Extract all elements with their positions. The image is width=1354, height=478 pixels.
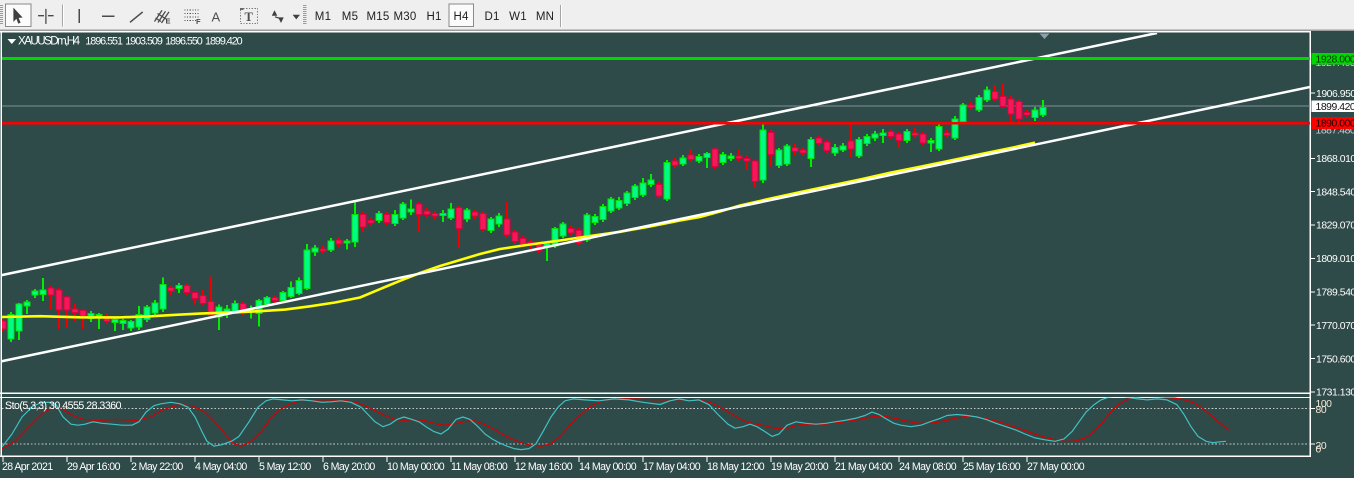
svg-text:24 May 08:00: 24 May 08:00	[899, 461, 957, 473]
svg-text:18 May 12:00: 18 May 12:00	[707, 461, 765, 473]
svg-text:M1: M1	[315, 11, 331, 23]
svg-text:1899.420: 1899.420	[205, 36, 243, 48]
svg-text:1770.070: 1770.070	[1316, 321, 1354, 332]
svg-text:21 May 04:00: 21 May 04:00	[835, 461, 893, 473]
svg-text:XAUUSDm,H4: XAUUSDm,H4	[18, 35, 81, 48]
svg-text:1848.540: 1848.540	[1316, 187, 1354, 198]
svg-text:1789.540: 1789.540	[1316, 288, 1354, 299]
svg-text:27 May 00:00: 27 May 00:00	[1027, 461, 1085, 473]
svg-text:1887.480: 1887.480	[1316, 126, 1354, 137]
svg-text:5 May 12:00: 5 May 12:00	[259, 461, 311, 473]
svg-text:4 May 04:00: 4 May 04:00	[195, 461, 247, 473]
svg-text:25 May 16:00: 25 May 16:00	[963, 461, 1021, 473]
svg-text:M30: M30	[394, 11, 417, 23]
svg-text:12 May 16:00: 12 May 16:00	[515, 461, 573, 473]
svg-text:H1: H1	[426, 11, 441, 23]
svg-text:1906.950: 1906.950	[1316, 89, 1354, 100]
svg-text:1809.010: 1809.010	[1316, 254, 1354, 265]
svg-text:W1: W1	[509, 11, 527, 23]
svg-text:20: 20	[1316, 441, 1327, 452]
svg-text:MN: MN	[536, 11, 554, 23]
svg-text:14 May 00:00: 14 May 00:00	[579, 461, 637, 473]
svg-text:0: 0	[1316, 445, 1322, 456]
svg-text:1868.010: 1868.010	[1316, 154, 1354, 165]
svg-text:F: F	[196, 17, 201, 26]
svg-text:1890.000: 1890.000	[1316, 119, 1354, 130]
svg-text:H4: H4	[453, 11, 469, 23]
svg-text:29 Apr 16:00: 29 Apr 16:00	[67, 461, 121, 473]
svg-text:80: 80	[1316, 405, 1327, 416]
svg-text:2 May 22:00: 2 May 22:00	[131, 461, 183, 473]
svg-text:T: T	[245, 10, 254, 24]
svg-text:17 May 04:00: 17 May 04:00	[643, 461, 701, 473]
svg-text:11 May 08:00: 11 May 08:00	[451, 461, 508, 473]
svg-text:1731.130: 1731.130	[1316, 388, 1354, 399]
svg-text:1928.000: 1928.000	[1316, 54, 1354, 65]
svg-text:Sto(5,3,3) 30.4555 28.3360: Sto(5,3,3) 30.4555 28.3360	[5, 400, 122, 412]
svg-text:E: E	[166, 17, 171, 26]
svg-text:28 Apr 2021: 28 Apr 2021	[2, 461, 53, 473]
svg-text:1896.551: 1896.551	[85, 36, 123, 48]
svg-text:M5: M5	[342, 11, 358, 23]
svg-text:D1: D1	[484, 11, 499, 23]
svg-text:6 May 20:00: 6 May 20:00	[323, 461, 375, 473]
svg-text:M15: M15	[367, 11, 390, 23]
svg-text:1903.509: 1903.509	[125, 36, 163, 48]
svg-text:19 May 20:00: 19 May 20:00	[771, 461, 829, 473]
svg-text:100: 100	[1316, 399, 1333, 410]
svg-text:10 May 00:00: 10 May 00:00	[387, 461, 445, 473]
svg-text:1896.550: 1896.550	[165, 36, 203, 48]
svg-text:A: A	[212, 10, 221, 25]
svg-text:1899.420: 1899.420	[1316, 102, 1354, 113]
svg-text:1829.070: 1829.070	[1316, 221, 1354, 232]
svg-text:1750.600: 1750.600	[1316, 354, 1354, 365]
